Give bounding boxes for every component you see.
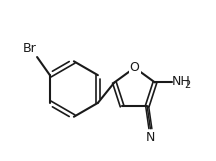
Text: O: O [130,61,140,74]
Text: 2: 2 [184,80,190,90]
Text: NH: NH [172,75,191,88]
Text: Br: Br [22,42,36,55]
Text: N: N [146,131,155,144]
